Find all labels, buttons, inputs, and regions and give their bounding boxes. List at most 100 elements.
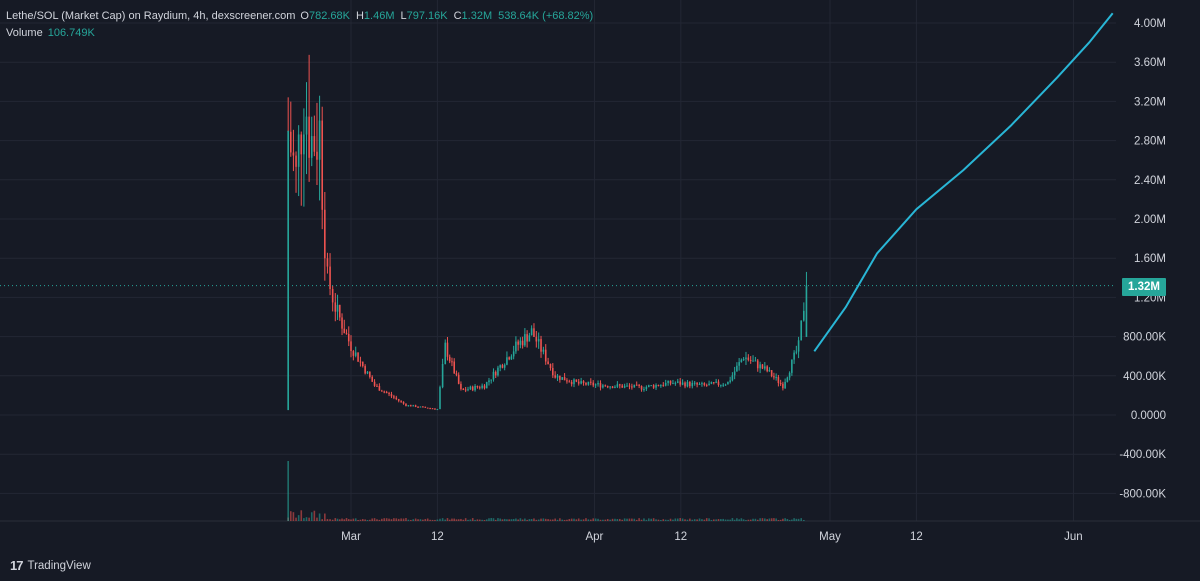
candle-body bbox=[782, 383, 784, 389]
volume-bar bbox=[575, 519, 578, 521]
candle-body bbox=[797, 340, 800, 352]
candle-body bbox=[549, 364, 552, 369]
candle-body bbox=[439, 387, 441, 410]
volume-bar bbox=[731, 518, 734, 521]
y-tick-label: -400.00K bbox=[1119, 449, 1166, 461]
candle-body bbox=[609, 386, 611, 388]
candle-body bbox=[409, 405, 412, 407]
candle-body bbox=[773, 376, 775, 378]
candle-body bbox=[390, 394, 393, 397]
candle-body bbox=[779, 383, 782, 385]
low-key: L bbox=[400, 10, 407, 22]
volume-bar bbox=[803, 519, 805, 521]
candle-body bbox=[334, 302, 337, 312]
candle-body bbox=[289, 131, 292, 153]
volume-bar bbox=[469, 519, 472, 521]
volume-bar bbox=[752, 518, 754, 521]
symbol-title[interactable]: Lethe/SOL (Market Cap) on Raydium, 4h, d… bbox=[6, 10, 296, 22]
volume-bar bbox=[321, 519, 324, 521]
volume-bar bbox=[740, 518, 743, 521]
candle-body bbox=[664, 382, 667, 386]
volume-bar bbox=[383, 518, 386, 521]
volume-bar bbox=[402, 518, 405, 521]
candle-body bbox=[497, 367, 499, 376]
candle-body bbox=[623, 385, 626, 388]
candle-body bbox=[383, 391, 386, 393]
volume-bar bbox=[457, 519, 460, 521]
candle-body bbox=[303, 134, 305, 155]
volume-bar bbox=[738, 519, 740, 521]
volume-bar bbox=[672, 519, 674, 521]
volume-bar bbox=[455, 519, 458, 521]
candle-body bbox=[645, 386, 648, 390]
volume-bar bbox=[754, 518, 757, 521]
candle-body bbox=[297, 134, 300, 167]
volume-bar bbox=[736, 518, 738, 521]
volume-bar bbox=[638, 518, 640, 521]
volume-bar bbox=[611, 518, 614, 521]
candle-body bbox=[667, 380, 669, 383]
volume-bar bbox=[727, 519, 729, 521]
candle-body bbox=[405, 403, 407, 406]
candle-body bbox=[587, 381, 590, 385]
volume-bar bbox=[602, 519, 604, 521]
candle-body bbox=[341, 317, 343, 329]
volume-bar bbox=[705, 518, 708, 521]
candle-body bbox=[640, 385, 643, 390]
volume-bar bbox=[326, 519, 329, 521]
volume-bar bbox=[467, 519, 469, 521]
y-tick-label: 2.40M bbox=[1134, 175, 1166, 187]
volume-bar bbox=[667, 519, 669, 521]
volume-bar bbox=[655, 519, 657, 521]
candle-body bbox=[647, 385, 650, 387]
grid-lines bbox=[0, 0, 1200, 522]
close-value: 1.32M bbox=[461, 10, 493, 22]
candle-body bbox=[388, 393, 390, 395]
volume-bar bbox=[749, 519, 752, 521]
candle-body bbox=[533, 328, 535, 337]
volume-bar bbox=[684, 519, 686, 521]
volume-bar bbox=[359, 519, 362, 521]
candle-body bbox=[752, 360, 754, 362]
volume-bar bbox=[708, 518, 710, 521]
volume-bar bbox=[756, 519, 759, 521]
y-tick-label: 2.80M bbox=[1134, 136, 1166, 148]
volume-bar bbox=[352, 518, 355, 521]
candle-body bbox=[742, 359, 745, 361]
volume-bar bbox=[775, 518, 777, 521]
candle-body bbox=[611, 386, 614, 389]
volume-bar bbox=[606, 519, 609, 521]
volume-bar bbox=[419, 519, 422, 521]
volume-bar bbox=[782, 518, 784, 521]
volume-bar bbox=[552, 519, 554, 521]
volume-bar bbox=[715, 519, 717, 521]
volume-bar bbox=[453, 518, 456, 521]
candle-body bbox=[575, 379, 578, 382]
volume-bar bbox=[441, 518, 444, 521]
volume-bar bbox=[517, 519, 519, 521]
candle-body bbox=[412, 405, 415, 407]
volume-bar bbox=[417, 519, 419, 521]
x-tick-label: Jun bbox=[1064, 531, 1083, 543]
candle-body bbox=[681, 382, 684, 385]
volume-bar bbox=[289, 511, 292, 521]
time-axis[interactable]: Mar 12 Apr 12 May 12 Jun bbox=[341, 531, 1083, 543]
volume-bar bbox=[476, 519, 479, 521]
volume-bar bbox=[436, 519, 439, 521]
candle-body bbox=[422, 406, 424, 408]
candle-body bbox=[800, 320, 803, 341]
volume-bar bbox=[696, 519, 698, 521]
candle-body bbox=[287, 130, 289, 411]
volume-bar bbox=[664, 519, 667, 521]
volume-bar bbox=[499, 518, 501, 521]
price-axis[interactable]: 4.00M3.60M3.20M2.80M2.40M2.00M1.60M1.20M… bbox=[1119, 18, 1166, 500]
volume-bar bbox=[786, 518, 789, 521]
volume-bar bbox=[559, 518, 561, 521]
candle-body bbox=[393, 396, 395, 398]
tradingview-brand[interactable]: 17 TradingView bbox=[10, 558, 91, 573]
volume-bar bbox=[533, 518, 535, 521]
volume-bar bbox=[390, 519, 393, 521]
candle-body bbox=[517, 341, 519, 345]
volume-bar bbox=[573, 518, 575, 521]
